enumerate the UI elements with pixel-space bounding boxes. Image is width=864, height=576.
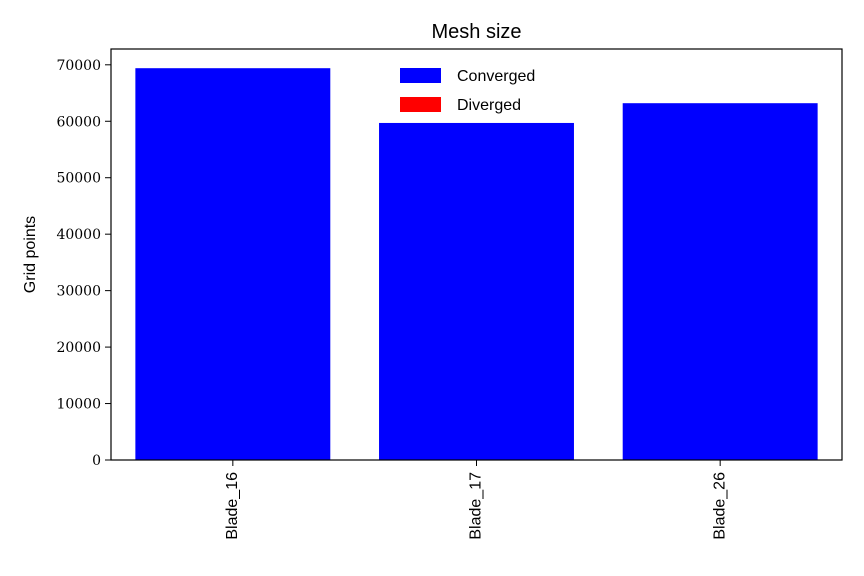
- plot-area: [135, 68, 818, 460]
- y-axis-label: Grid points: [22, 216, 39, 293]
- legend: Converged Diverged: [400, 68, 535, 114]
- x-tick-label: Blade_17: [468, 472, 485, 540]
- bar-converged-blade-17: [379, 122, 574, 460]
- chart-title: Mesh size: [431, 21, 521, 43]
- y-tick-label: 0: [92, 453, 101, 469]
- legend-swatch-converged: [400, 68, 441, 83]
- y-tick-label: 10000: [56, 397, 101, 413]
- y-tick-label: 20000: [56, 340, 101, 356]
- x-axis: Blade_16 Blade_17 Blade_26: [224, 460, 728, 540]
- legend-label-converged: Converged: [457, 68, 535, 85]
- y-tick-label: 60000: [56, 114, 101, 130]
- y-tick-label: 70000: [56, 58, 101, 74]
- bar-converged-blade-16: [135, 68, 331, 460]
- legend-label-diverged: Diverged: [457, 97, 521, 114]
- y-axis: 0 10000 20000 30000 40000 50000 60000 70000: [56, 58, 111, 469]
- y-tick-label: 40000: [56, 227, 101, 243]
- x-tick-label: Blade_16: [224, 472, 241, 540]
- y-tick-label: 30000: [56, 284, 101, 300]
- legend-swatch-diverged: [400, 97, 441, 112]
- y-tick-label: 50000: [56, 171, 101, 187]
- x-tick-label: Blade_26: [711, 472, 728, 540]
- plot-frame: [110, 48, 843, 461]
- bar-converged-blade-26: [622, 103, 818, 460]
